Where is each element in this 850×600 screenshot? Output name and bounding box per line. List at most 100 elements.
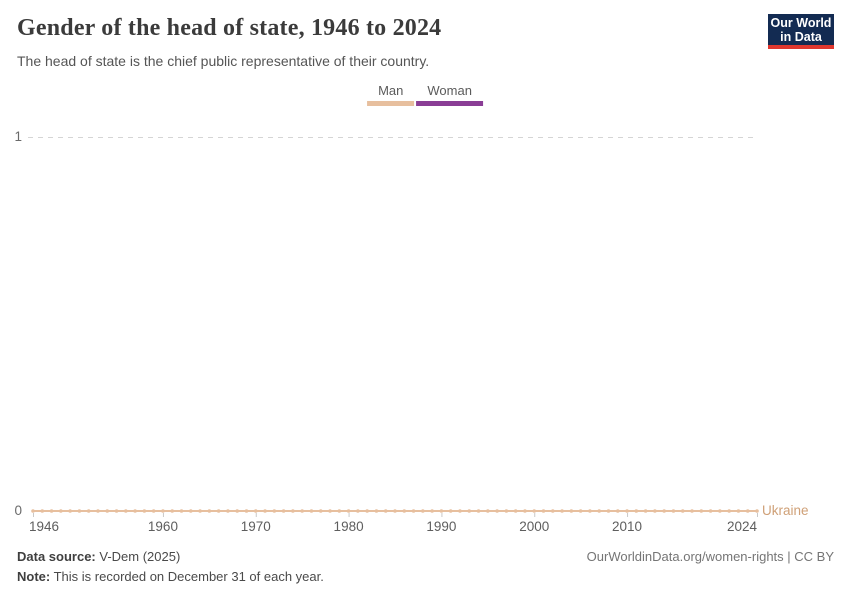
y-tick-label: 1 <box>14 129 22 144</box>
footer-note: Note: This is recorded on December 31 of… <box>17 569 324 584</box>
series-point <box>281 509 286 513</box>
series-point <box>235 509 240 513</box>
series-point <box>291 509 295 513</box>
series-point <box>439 509 444 513</box>
series-point <box>634 509 639 513</box>
series-point <box>96 509 100 513</box>
series-point <box>272 509 277 513</box>
series-point <box>718 509 722 513</box>
series-point <box>318 509 323 513</box>
x-tick-label: 1980 <box>333 519 364 534</box>
footer-source-label: Data source: <box>17 549 96 564</box>
series-point <box>597 509 602 513</box>
series-point <box>653 509 657 513</box>
footer-source: Data source: V-Dem (2025) <box>17 549 180 564</box>
legend-swatch <box>416 101 483 106</box>
series-point <box>393 509 397 513</box>
series-point <box>40 509 45 513</box>
series-point <box>161 509 165 513</box>
series-point <box>745 509 750 513</box>
series-point <box>588 509 592 513</box>
footer-note-label: Note: <box>17 569 51 584</box>
x-tick-label: 1946 <box>29 519 60 534</box>
series-point <box>114 509 119 513</box>
series-point <box>671 509 676 513</box>
series-point <box>151 509 156 513</box>
page-subtitle: The head of state is the chief public re… <box>17 53 430 69</box>
series-point <box>513 509 518 513</box>
owid-logo-line2: in Data <box>780 30 822 44</box>
legend-item-label: Man <box>378 83 404 98</box>
legend-item-woman[interactable]: Woman <box>416 83 483 106</box>
series-point <box>49 509 54 513</box>
series-point <box>569 509 574 513</box>
legend: Man Woman <box>367 83 483 106</box>
series-point <box>662 509 666 513</box>
series-point <box>504 509 509 513</box>
series-point <box>68 509 72 513</box>
entity-label-ukraine[interactable]: Ukraine <box>762 503 809 518</box>
legend-swatch <box>367 101 415 106</box>
series-point <box>77 509 82 513</box>
series-point <box>253 509 258 513</box>
series-point <box>625 509 629 513</box>
series-point <box>374 509 379 513</box>
series-point <box>170 509 175 513</box>
series-point <box>476 509 481 513</box>
series-point <box>216 509 221 513</box>
series-point <box>133 509 137 513</box>
series-point <box>680 509 685 513</box>
page-title: Gender of the head of state, 1946 to 202… <box>17 15 442 41</box>
x-tick-label: 2024 <box>726 519 757 534</box>
footer-source-value[interactable]: V-Dem (2025) <box>99 549 181 564</box>
x-tick-label: 2010 <box>612 519 643 534</box>
series-point <box>86 509 91 513</box>
series-point <box>198 509 202 513</box>
legend-item-man[interactable]: Man <box>367 83 415 106</box>
x-tick-label: 1960 <box>147 519 178 534</box>
series-point <box>708 509 713 513</box>
series-point <box>337 509 342 513</box>
series-point <box>226 509 230 513</box>
series-point <box>430 509 434 513</box>
series-point <box>736 509 741 513</box>
series-point <box>300 509 304 513</box>
series-point <box>486 509 490 513</box>
series-point <box>615 509 620 513</box>
series-point <box>458 509 462 513</box>
series-point <box>309 509 314 513</box>
series-point <box>578 509 583 513</box>
series-point <box>244 509 249 513</box>
legend-item-label: Woman <box>427 83 472 98</box>
series-point <box>448 509 453 513</box>
series-point <box>188 509 193 513</box>
series-point <box>124 509 128 513</box>
series-point <box>643 509 648 513</box>
series-point <box>383 509 388 513</box>
series-point <box>356 509 360 513</box>
series-point <box>402 509 407 513</box>
owid-logo[interactable]: Our World in Data <box>768 14 834 49</box>
series-point <box>263 509 267 513</box>
series-point <box>411 509 416 513</box>
series-point <box>365 509 369 513</box>
series-point <box>207 509 212 513</box>
footer-attribution-link[interactable]: OurWorldinData.org/women-rights | CC BY <box>586 549 834 564</box>
series-point <box>755 509 759 513</box>
series-point <box>560 509 564 513</box>
series-point <box>523 509 527 513</box>
series-point <box>31 509 35 513</box>
series-point <box>690 509 694 513</box>
series-point <box>541 509 546 513</box>
x-tick-label: 1990 <box>426 519 457 534</box>
series-point <box>328 509 332 513</box>
series-point <box>606 509 611 513</box>
series-point <box>179 509 184 513</box>
owid-logo-line1: Our World <box>770 16 832 30</box>
series-point <box>421 509 425 513</box>
series-point <box>467 509 472 513</box>
series-point <box>532 509 537 513</box>
x-tick-label: 1970 <box>240 519 271 534</box>
